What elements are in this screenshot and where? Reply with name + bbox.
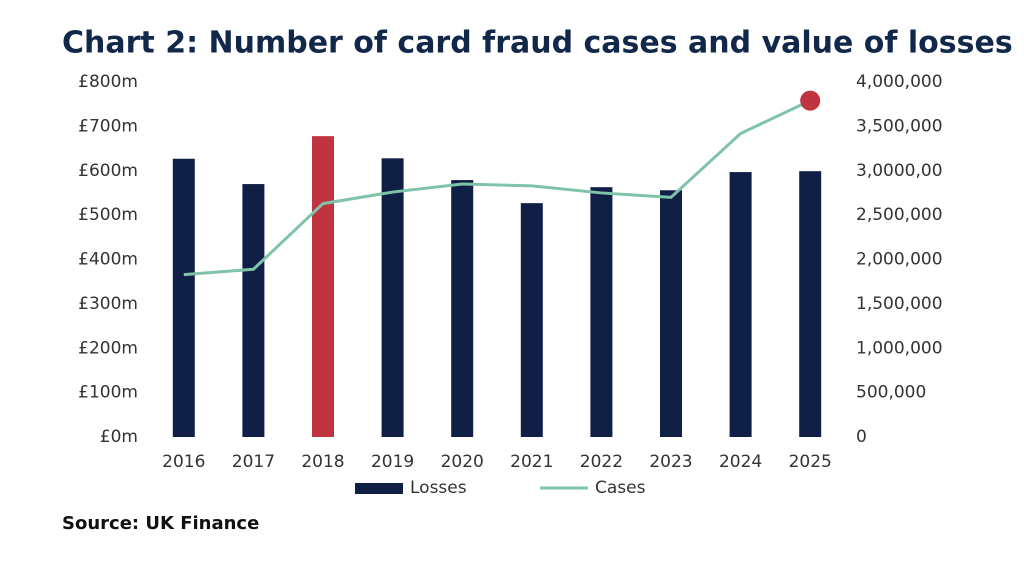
x-tick-label: 2018 <box>301 452 344 472</box>
bar <box>520 203 543 437</box>
y2-tick-label: 0 <box>856 427 867 447</box>
bar <box>451 180 474 437</box>
chart-title: Chart 2: Number of card fraud cases and … <box>62 26 1013 61</box>
x-tick-label: 2024 <box>719 452 762 472</box>
y2-tick-label: 2,500,000 <box>856 205 943 225</box>
legend-label: Losses <box>410 478 467 498</box>
y2-tick-label: 2,000,000 <box>856 250 943 270</box>
y2-tick-label: 1,000,000 <box>856 338 943 358</box>
y-tick-label: £0m <box>100 427 138 447</box>
y-tick-label: £300m <box>78 294 138 314</box>
y2-tick-label: 500,000 <box>856 383 926 403</box>
line <box>183 99 811 277</box>
y-tick-label: £400m <box>78 250 138 270</box>
bar <box>242 184 265 437</box>
y-tick-label: £500m <box>78 205 138 225</box>
bar <box>799 171 822 437</box>
y-tick-label: £200m <box>78 338 138 358</box>
x-tick-label: 2020 <box>441 452 484 472</box>
bar <box>172 158 195 438</box>
legend-swatch <box>355 483 403 494</box>
x-tick-label: 2021 <box>510 452 553 472</box>
y2-tick-label: 3,0000,00 <box>856 161 943 181</box>
bar <box>312 136 334 437</box>
x-tick-label: 2022 <box>580 452 623 472</box>
legend-label: Cases <box>595 478 646 498</box>
x-tick-label: 2016 <box>162 452 205 472</box>
x-tick-label: 2023 <box>649 452 692 472</box>
y2-tick-label: 3,500,000 <box>856 116 943 136</box>
x-tick-label: 2017 <box>232 452 275 472</box>
y-tick-label: £600m <box>78 161 138 181</box>
x-tick-label: 2025 <box>789 452 832 472</box>
bar <box>590 187 613 437</box>
y2-tick-label: 1,500,000 <box>856 294 943 314</box>
bar <box>381 158 404 437</box>
y-tick-label: £100m <box>78 383 138 403</box>
bar <box>660 190 682 437</box>
bar <box>729 172 752 438</box>
y-tick-label: £800m <box>78 72 138 92</box>
point-marker <box>800 90 821 111</box>
y2-tick-label: 4,000,000 <box>856 72 943 92</box>
y-tick-label: £700m <box>78 116 138 136</box>
source: Source: UK Finance <box>62 513 259 534</box>
x-tick-label: 2019 <box>371 452 414 472</box>
